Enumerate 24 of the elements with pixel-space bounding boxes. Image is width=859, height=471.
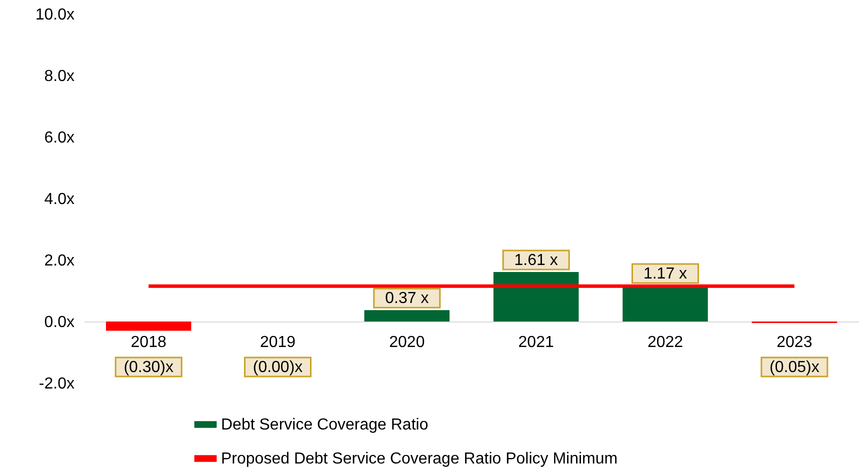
x-tick-label: 2019 (260, 334, 296, 351)
data-label: 1.61 x (514, 252, 558, 269)
bar (106, 322, 192, 331)
y-tick-label: 10.0x (35, 6, 74, 24)
legend-label: Proposed Debt Service Coverage Ratio Policy Minimum (221, 450, 618, 468)
y-tick-label: 6.0x (44, 130, 74, 146)
data-label: 1.17 x (643, 266, 688, 283)
y-tick-label: 4.0x (44, 191, 74, 208)
y-tick-label: -2.0x (38, 376, 74, 392)
x-tick-label: 2018 (130, 334, 166, 351)
x-tick-label: 2022 (647, 334, 684, 351)
y-tick-label: 0.0x (44, 314, 74, 331)
legend-label: Debt Service Coverage Ratio (221, 416, 428, 434)
y-tick-label: 2.0x (44, 252, 74, 270)
bar (622, 286, 708, 322)
data-label: (0.30)x (124, 359, 174, 376)
data-label: (0.00)x (252, 359, 303, 376)
y-tick-label: 8.0x (44, 68, 74, 85)
x-tick-label: 2021 (518, 334, 554, 351)
x-tick-label: 2023 (776, 334, 812, 351)
x-tick-label: 2020 (389, 334, 425, 351)
bar (364, 310, 450, 322)
data-label: (0.05)x (770, 359, 820, 376)
data-label: 0.37 x (385, 290, 429, 308)
